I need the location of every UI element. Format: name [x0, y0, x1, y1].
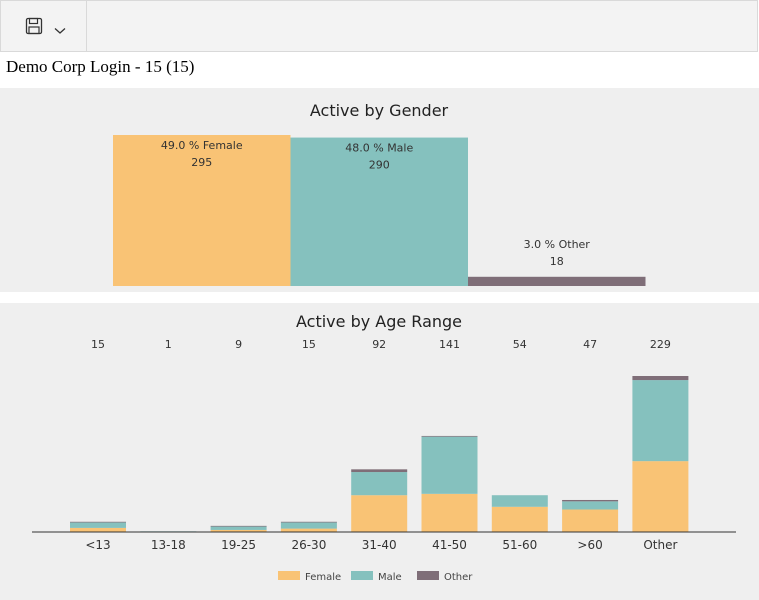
age-bar-segment-male[interactable] — [421, 436, 478, 494]
gender-bar-male[interactable] — [290, 137, 469, 286]
age-total-label: 47 — [583, 338, 597, 351]
report-title: Demo Corp Login - 15 (15) — [6, 57, 195, 76]
age-bar-segment-other[interactable] — [70, 521, 126, 523]
age-x-tick-label: 41-50 — [432, 538, 467, 552]
age-bar-segment-female[interactable] — [280, 528, 337, 532]
age-x-tick-label: Other — [643, 538, 677, 552]
age-x-tick-label: 19-25 — [221, 538, 256, 552]
legend-swatch-female — [278, 571, 300, 580]
age-bar-segment-other[interactable] — [280, 521, 337, 523]
save-icon[interactable] — [25, 17, 43, 35]
age-bar-segment-other[interactable] — [421, 435, 478, 437]
age-total-label: 15 — [302, 338, 316, 351]
age-x-tick-label: <13 — [85, 538, 110, 552]
age-chart-panel: Active by Age Range 15 1 9 15 92 141 54 47 229 <… — [0, 303, 759, 600]
age-bar-segment-male[interactable] — [70, 522, 126, 528]
gender-chart: Active by Gender 49.0 % Female 295 48.0 % … — [113, 101, 646, 286]
age-bar-segment-other[interactable] — [562, 499, 619, 502]
age-total-label: 9 — [235, 338, 242, 351]
gender-bar-value-label: 290 — [369, 159, 390, 172]
age-chart: Active by Age Range 15 1 9 15 92 141 54 47 229 <… — [32, 312, 736, 583]
age-bar-segment-other[interactable] — [632, 376, 689, 381]
gender-chart-panel: Active by Gender 49.0 % Female 295 48.0 % … — [0, 88, 759, 292]
toolbar — [0, 0, 758, 52]
age-total-label: 141 — [439, 338, 460, 351]
age-x-tick-label: 31-40 — [362, 538, 397, 552]
legend-label-female: Female — [305, 572, 341, 583]
age-bar-segment-female[interactable] — [491, 506, 548, 532]
age-bar-segment-male[interactable] — [491, 495, 548, 507]
age-bar-segment-male[interactable] — [562, 501, 619, 510]
age-bar-segment-male[interactable] — [632, 380, 689, 462]
legend-swatch-other — [417, 571, 439, 580]
age-chart-title: Active by Age Range — [296, 312, 462, 331]
legend-label-other: Other — [444, 572, 473, 583]
age-bar-segment-male[interactable] — [210, 526, 267, 530]
age-total-label: 15 — [91, 338, 105, 351]
age-x-tick-label: >60 — [577, 538, 602, 552]
age-bar-segment-female[interactable] — [70, 527, 126, 532]
gender-bar-value-label: 295 — [191, 156, 212, 169]
age-bar-segment-male[interactable] — [351, 472, 408, 496]
gender-bar-female[interactable] — [113, 135, 291, 286]
gender-bar-value-label: 18 — [550, 255, 564, 268]
chevron-down-icon[interactable] — [54, 27, 66, 35]
gender-bar-percent-label: 3.0 % Other — [524, 238, 591, 251]
gender-bar-percent-label: 49.0 % Female — [161, 139, 243, 152]
save-menu-button[interactable] — [1, 1, 87, 51]
age-total-label: 54 — [513, 338, 527, 351]
age-bar-segment-female[interactable] — [210, 529, 267, 532]
age-bar-segment-other[interactable] — [210, 525, 267, 527]
gender-bar-percent-label: 48.0 % Male — [345, 142, 413, 155]
age-bar-segment-female[interactable] — [351, 495, 408, 532]
age-total-label: 92 — [372, 338, 386, 351]
legend-label-male: Male — [378, 572, 402, 583]
age-bar-segment-other[interactable] — [351, 469, 408, 473]
legend-swatch-male — [351, 571, 373, 580]
age-x-tick-label: 13-18 — [151, 538, 186, 552]
gender-chart-title: Active by Gender — [310, 101, 449, 120]
age-x-tick-label: 51-60 — [502, 538, 537, 552]
age-bar-segment-male[interactable] — [280, 522, 337, 529]
age-bar-segment-female[interactable] — [562, 509, 619, 532]
age-bar-segment-female[interactable] — [632, 461, 689, 532]
age-bar-segment-female[interactable] — [421, 493, 478, 532]
age-total-label: 229 — [650, 338, 671, 351]
gender-bar-other[interactable] — [468, 276, 646, 286]
age-total-label: 1 — [165, 338, 172, 351]
age-x-tick-label: 26-30 — [291, 538, 326, 552]
